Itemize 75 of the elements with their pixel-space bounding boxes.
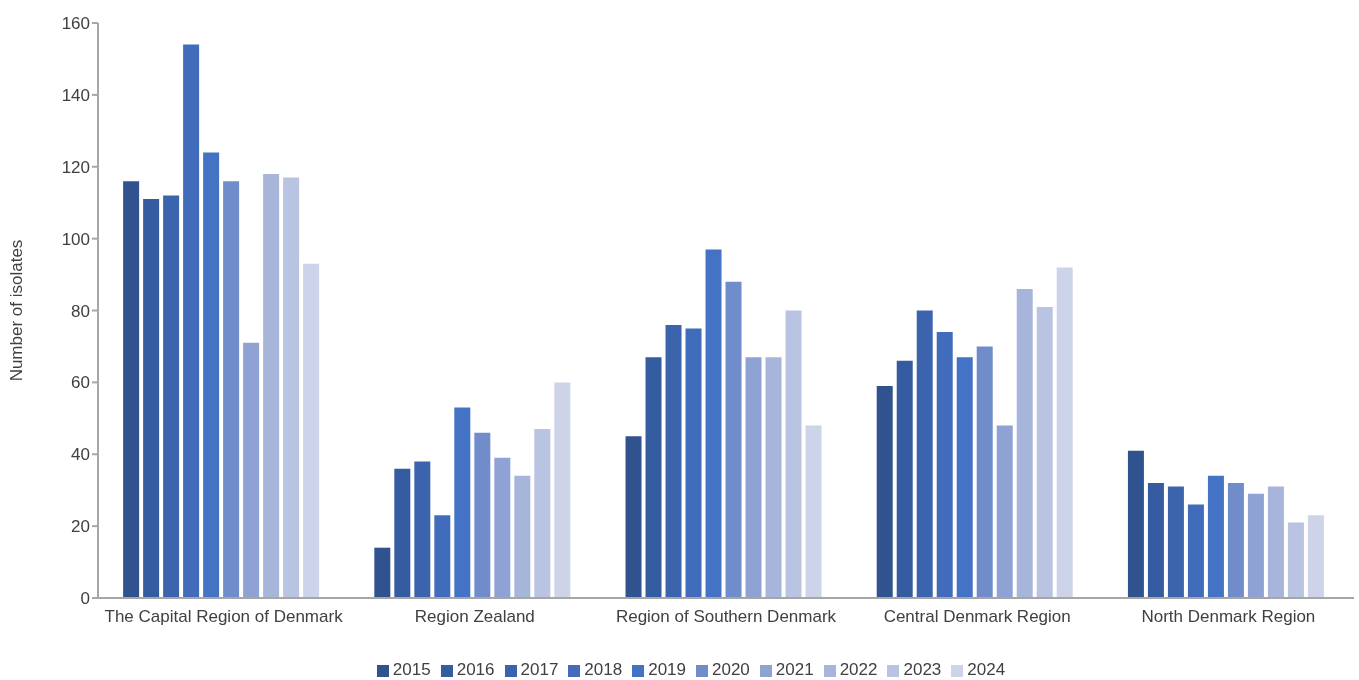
legend-label: 2015 (392, 660, 431, 679)
x-tick-label: Central Denmark Region (883, 607, 1071, 627)
bar (1056, 267, 1073, 598)
legend-label: 2018 (584, 660, 623, 679)
bar (283, 177, 300, 598)
x-tick-label: Region Zealand (414, 607, 535, 627)
y-axis-title: Number of isolates (7, 239, 27, 382)
bar (1016, 288, 1033, 598)
bar (1287, 522, 1304, 598)
bar (163, 195, 180, 598)
bar (805, 425, 822, 598)
bar (374, 547, 391, 598)
legend-label: 2017 (520, 660, 559, 679)
bar (454, 407, 471, 598)
bar (554, 382, 571, 598)
bar (1267, 486, 1284, 598)
y-tick-label: 40 (71, 445, 90, 465)
bar (303, 263, 320, 598)
y-tick-label: 100 (61, 229, 90, 249)
bar (876, 385, 893, 598)
bar (1147, 483, 1164, 598)
x-tick-label: North Denmark Region (1141, 607, 1316, 627)
bar (956, 357, 973, 598)
bar (1187, 504, 1204, 598)
bar (916, 310, 933, 598)
bar (183, 44, 200, 598)
y-tick-label: 20 (71, 517, 90, 537)
bar (243, 342, 260, 598)
legend-label: 2022 (839, 660, 878, 679)
bar (494, 457, 511, 598)
bar (223, 181, 240, 598)
bar (434, 515, 451, 598)
bar (1036, 306, 1053, 598)
bar (936, 332, 953, 598)
bar (143, 199, 160, 598)
bar (785, 310, 802, 598)
y-tick-label: 0 (80, 589, 90, 609)
bar (123, 181, 140, 598)
bar (394, 468, 411, 598)
bar (1227, 483, 1244, 598)
x-tick-label: Region of Southern Denmark (615, 607, 837, 627)
bar (685, 328, 702, 598)
legend-label: 2019 (648, 660, 686, 679)
bar (474, 432, 491, 598)
y-tick-label: 60 (71, 373, 90, 393)
bar (1167, 486, 1184, 598)
bar (414, 461, 431, 598)
bar (1247, 493, 1264, 598)
legend-label: 2024 (967, 660, 1006, 679)
legend-label: 2023 (903, 660, 942, 679)
legend-label: 2016 (456, 660, 495, 679)
bar (665, 324, 682, 598)
bar (203, 152, 220, 598)
bar (1127, 450, 1144, 598)
legend-label: 2020 (712, 660, 750, 679)
bar (263, 173, 280, 598)
bar (705, 249, 722, 598)
bar (514, 475, 531, 598)
legend-label: 2021 (775, 660, 814, 679)
bar (1207, 475, 1224, 598)
y-tick-label: 140 (61, 85, 90, 105)
bar (765, 357, 782, 598)
bar (896, 360, 913, 598)
bar (976, 346, 993, 598)
bar (534, 429, 551, 598)
bar (996, 425, 1013, 598)
bar (745, 357, 762, 598)
bar (625, 436, 642, 598)
y-tick-label: 160 (61, 14, 90, 34)
bar (1307, 515, 1324, 598)
bar (725, 281, 742, 598)
y-tick-label: 120 (61, 157, 90, 177)
bar (645, 357, 662, 598)
x-tick-label: The Capital Region of Denmark (104, 607, 344, 627)
y-tick-label: 80 (71, 301, 90, 321)
